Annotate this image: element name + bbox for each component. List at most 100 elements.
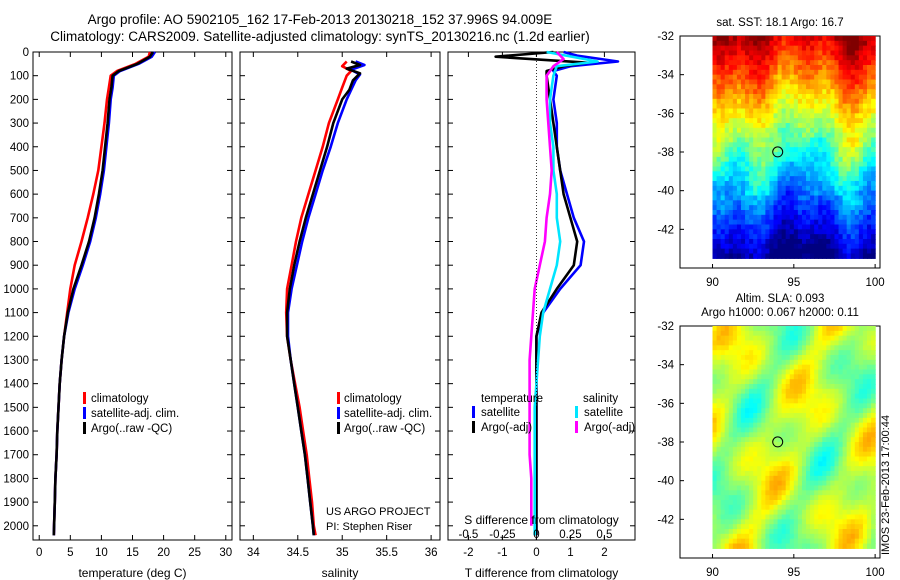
heat-cell xyxy=(810,185,815,192)
heat-cell xyxy=(810,529,815,535)
heat-cell xyxy=(773,427,779,433)
heat-cell xyxy=(712,442,718,448)
heat-cell xyxy=(745,480,750,487)
heat-cell xyxy=(740,393,746,400)
heat-cell xyxy=(871,384,876,390)
heat-cell xyxy=(842,524,848,530)
heat-cell xyxy=(814,422,819,429)
heat-cell xyxy=(850,103,856,110)
heat-cell xyxy=(797,432,803,438)
heat-cell xyxy=(757,524,762,530)
heat-cell xyxy=(720,388,726,395)
heat-cell xyxy=(736,427,742,433)
heat-cell xyxy=(797,103,803,110)
heat-cell xyxy=(740,185,746,192)
heat-cell xyxy=(822,446,827,453)
heat-cell xyxy=(777,456,783,462)
heat-cell xyxy=(814,171,819,177)
heat-cell xyxy=(862,437,868,443)
heat-cell xyxy=(740,127,746,134)
heat-cell xyxy=(765,113,771,119)
heat-cell xyxy=(862,248,868,255)
heat-cell xyxy=(712,330,718,337)
heat-cell xyxy=(871,214,876,221)
heat-cell xyxy=(720,340,726,346)
heat-cell xyxy=(801,340,807,346)
heat-cell xyxy=(846,248,852,255)
heat-cell xyxy=(749,417,754,424)
heat-cell xyxy=(732,393,738,400)
heat-cell xyxy=(769,243,775,250)
heat-cell xyxy=(810,350,815,356)
heat-cell xyxy=(846,84,852,90)
heat-cell xyxy=(822,379,827,385)
heat-cell xyxy=(736,330,742,337)
heat-cell xyxy=(846,176,852,182)
heat-cell xyxy=(830,364,836,371)
heat-cell xyxy=(862,413,868,419)
heat-cell xyxy=(736,340,742,346)
heat-cell xyxy=(716,79,722,85)
heat-cell xyxy=(862,369,868,375)
heat-cell xyxy=(736,248,742,255)
heat-cell xyxy=(777,413,783,419)
heat-cell xyxy=(822,437,827,443)
heat-cell xyxy=(842,393,848,400)
heat-cell xyxy=(834,161,840,168)
heat-cell xyxy=(814,538,819,545)
heat-cell xyxy=(871,156,876,163)
heat-cell xyxy=(793,427,799,433)
heat-cell xyxy=(850,533,856,540)
heat-cell xyxy=(854,529,860,535)
heat-cell xyxy=(858,456,864,462)
heat-cell xyxy=(765,524,771,530)
heat-cell xyxy=(826,176,832,182)
heat-cell xyxy=(745,413,750,419)
heat-cell xyxy=(850,417,856,424)
heat-cell xyxy=(810,176,815,182)
heat-cell xyxy=(793,417,799,424)
heat-cell xyxy=(781,137,787,143)
heat-cell xyxy=(765,253,771,259)
heat-cell xyxy=(801,147,807,153)
heat-cell xyxy=(862,442,868,448)
heat-cell xyxy=(797,514,803,520)
heat-cell xyxy=(797,471,803,477)
heat-cell xyxy=(801,335,807,342)
heat-cell xyxy=(858,234,864,240)
heat-cell xyxy=(769,205,775,211)
heat-cell xyxy=(773,543,779,549)
heat-cell xyxy=(789,79,795,85)
heat-cell xyxy=(871,69,876,76)
heat-cell xyxy=(789,248,795,255)
heat-cell xyxy=(757,55,762,61)
heat-cell xyxy=(769,132,775,139)
heat-cell xyxy=(781,219,787,226)
heat-cell xyxy=(740,471,746,477)
heat-cell xyxy=(736,210,742,216)
heat-cell xyxy=(862,103,868,110)
heat-cell xyxy=(866,500,872,506)
heat-cell xyxy=(834,74,840,81)
heat-cell xyxy=(745,350,750,356)
heat-cell xyxy=(846,437,852,443)
heat-cell xyxy=(753,364,758,371)
heat-cell xyxy=(830,533,836,540)
heat-cell xyxy=(749,161,754,168)
heat-cell xyxy=(720,224,726,230)
heat-cell xyxy=(793,475,799,482)
heat-cell xyxy=(785,374,791,380)
heat-cell xyxy=(761,224,766,230)
heat-cell xyxy=(846,161,852,168)
heat-cell xyxy=(810,379,815,385)
heat-cell xyxy=(789,340,795,346)
x-tick-label: 100 xyxy=(866,277,885,289)
heat-cell xyxy=(793,152,799,158)
heat-cell xyxy=(757,384,762,390)
heat-cell xyxy=(797,94,803,100)
heat-cell xyxy=(854,89,860,95)
heat-cell xyxy=(866,369,872,375)
heat-cell xyxy=(728,74,734,81)
heat-cell xyxy=(757,127,762,134)
